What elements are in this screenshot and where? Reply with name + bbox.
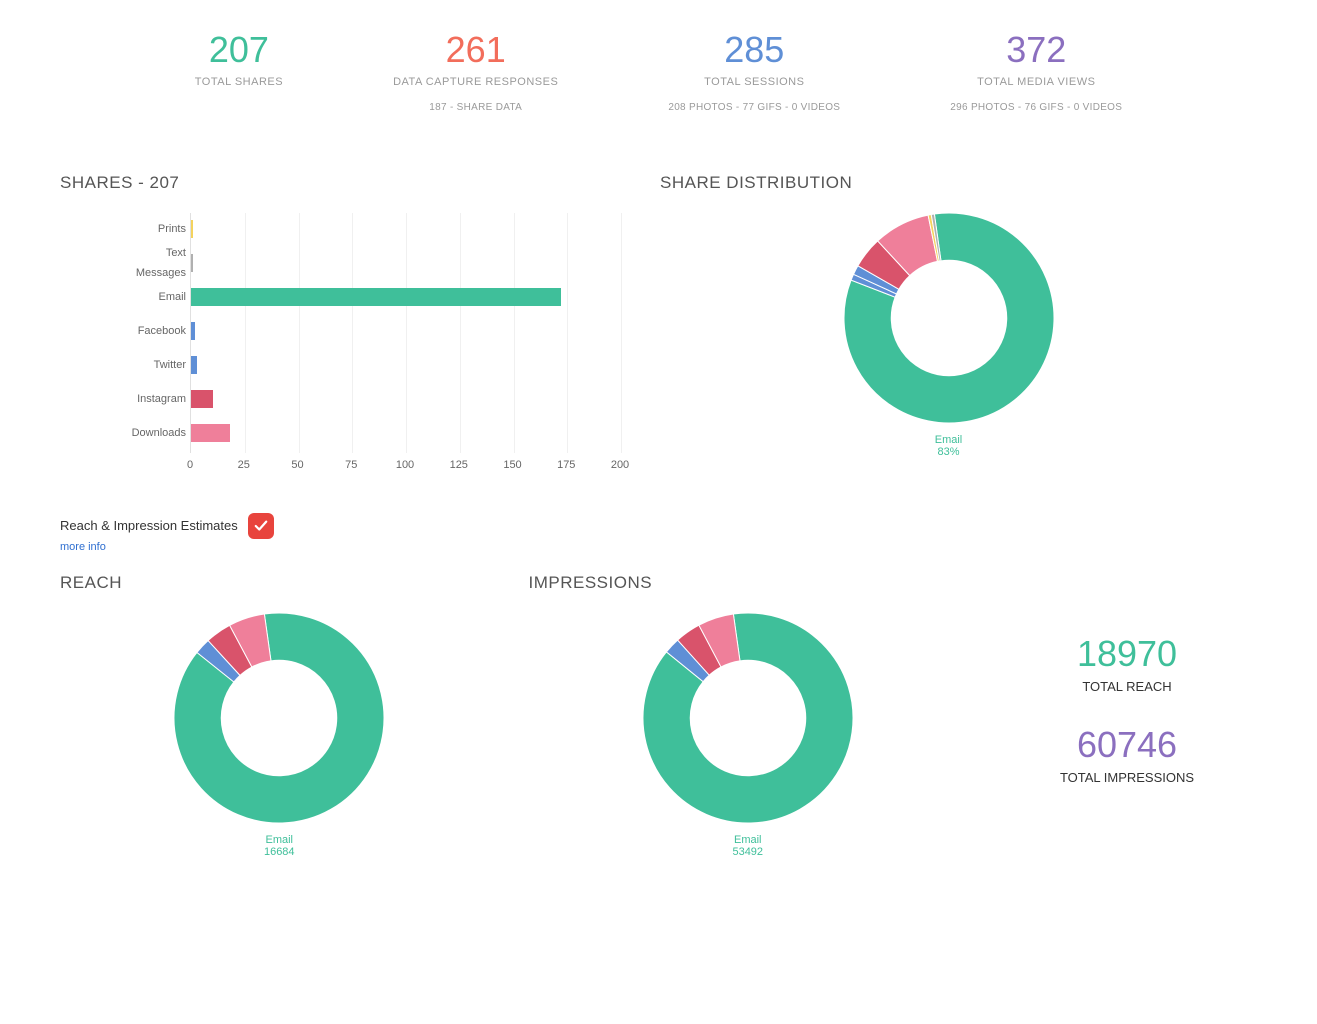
kpi-value: 372 <box>950 30 1122 70</box>
donut-caption: Email53492 <box>643 834 853 858</box>
x-tick: 0 <box>187 459 193 471</box>
kpi-value: 285 <box>668 30 840 70</box>
bar-row: Text Messages <box>191 253 193 273</box>
reach-toggle[interactable] <box>248 513 274 539</box>
shares-title: SHARES - 207 <box>60 173 600 193</box>
reach-donut: Email16684 <box>174 613 384 858</box>
bar-category-label: Facebook <box>121 321 186 341</box>
kpi-label: TOTAL SESSIONS <box>668 76 840 88</box>
x-tick: 175 <box>557 459 575 471</box>
donut-caption: Email83% <box>844 434 1054 458</box>
kpi-label: TOTAL SHARES <box>195 76 283 88</box>
kpi-sub: 208 PHOTOS - 77 GIFS - 0 VIDEOS <box>668 102 840 113</box>
total-impressions-value: 60746 <box>997 724 1257 766</box>
bar <box>191 254 193 272</box>
bar <box>191 288 561 306</box>
bar-category-label: Downloads <box>121 423 186 443</box>
donut-caption: Email16684 <box>174 834 384 858</box>
bar <box>191 424 230 442</box>
bar-category-label: Prints <box>121 219 186 239</box>
bar <box>191 356 197 374</box>
shares-bar-chart: PrintsText MessagesEmailFacebookTwitterI… <box>120 213 600 483</box>
bar-category-label: Twitter <box>121 355 186 375</box>
totals-column: 18970 TOTAL REACH 60746 TOTAL IMPRESSION… <box>997 573 1257 815</box>
reach-toggle-row: Reach & Impression Estimates more info <box>60 513 1257 553</box>
kpi-sub: 187 - SHARE DATA <box>393 102 558 113</box>
x-tick: 150 <box>503 459 521 471</box>
bar-category-label: Text Messages <box>121 243 186 283</box>
bar-category-label: Email <box>121 287 186 307</box>
bar-category-label: Instagram <box>121 389 186 409</box>
total-reach-label: TOTAL REACH <box>997 679 1257 694</box>
bar <box>191 220 193 238</box>
distribution-title: SHARE DISTRIBUTION <box>660 173 1257 193</box>
check-icon <box>254 519 268 533</box>
share-distribution-donut: Email83% <box>844 213 1054 458</box>
total-reach-block: 18970 TOTAL REACH <box>997 633 1257 694</box>
x-tick: 200 <box>611 459 629 471</box>
x-tick: 25 <box>238 459 250 471</box>
impressions-donut: Email53492 <box>643 613 853 858</box>
bar-row: Email <box>191 287 561 307</box>
x-tick: 125 <box>450 459 468 471</box>
x-tick: 75 <box>345 459 357 471</box>
bar-row: Downloads <box>191 423 230 443</box>
kpi-card: 285 TOTAL SESSIONS 208 PHOTOS - 77 GIFS - … <box>668 30 840 113</box>
total-impressions-block: 60746 TOTAL IMPRESSIONS <box>997 724 1257 785</box>
reach-toggle-label: Reach & Impression Estimates <box>60 518 238 533</box>
kpi-row: 207 TOTAL SHARES 261 DATA CAPTURE RESPONSES… <box>60 30 1257 113</box>
bar-row: Prints <box>191 219 193 239</box>
kpi-label: DATA CAPTURE RESPONSES <box>393 76 558 88</box>
bar-row: Twitter <box>191 355 197 375</box>
kpi-label: TOTAL MEDIA VIEWS <box>950 76 1122 88</box>
bar-row: Facebook <box>191 321 195 341</box>
bar <box>191 322 195 340</box>
kpi-sub: 296 PHOTOS - 76 GIFS - 0 VIDEOS <box>950 102 1122 113</box>
reach-title: REACH <box>60 573 499 593</box>
more-info-link[interactable]: more info <box>60 541 1257 553</box>
kpi-value: 261 <box>393 30 558 70</box>
kpi-card: 261 DATA CAPTURE RESPONSES 187 - SHARE DAT… <box>393 30 558 113</box>
x-tick: 100 <box>396 459 414 471</box>
kpi-card: 372 TOTAL MEDIA VIEWS 296 PHOTOS - 76 GIFS… <box>950 30 1122 113</box>
kpi-card: 207 TOTAL SHARES <box>195 30 283 113</box>
bar <box>191 390 213 408</box>
kpi-value: 207 <box>195 30 283 70</box>
x-tick: 50 <box>291 459 303 471</box>
bar-row: Instagram <box>191 389 213 409</box>
total-impressions-label: TOTAL IMPRESSIONS <box>997 770 1257 785</box>
total-reach-value: 18970 <box>997 633 1257 675</box>
impressions-title: IMPRESSIONS <box>529 573 968 593</box>
